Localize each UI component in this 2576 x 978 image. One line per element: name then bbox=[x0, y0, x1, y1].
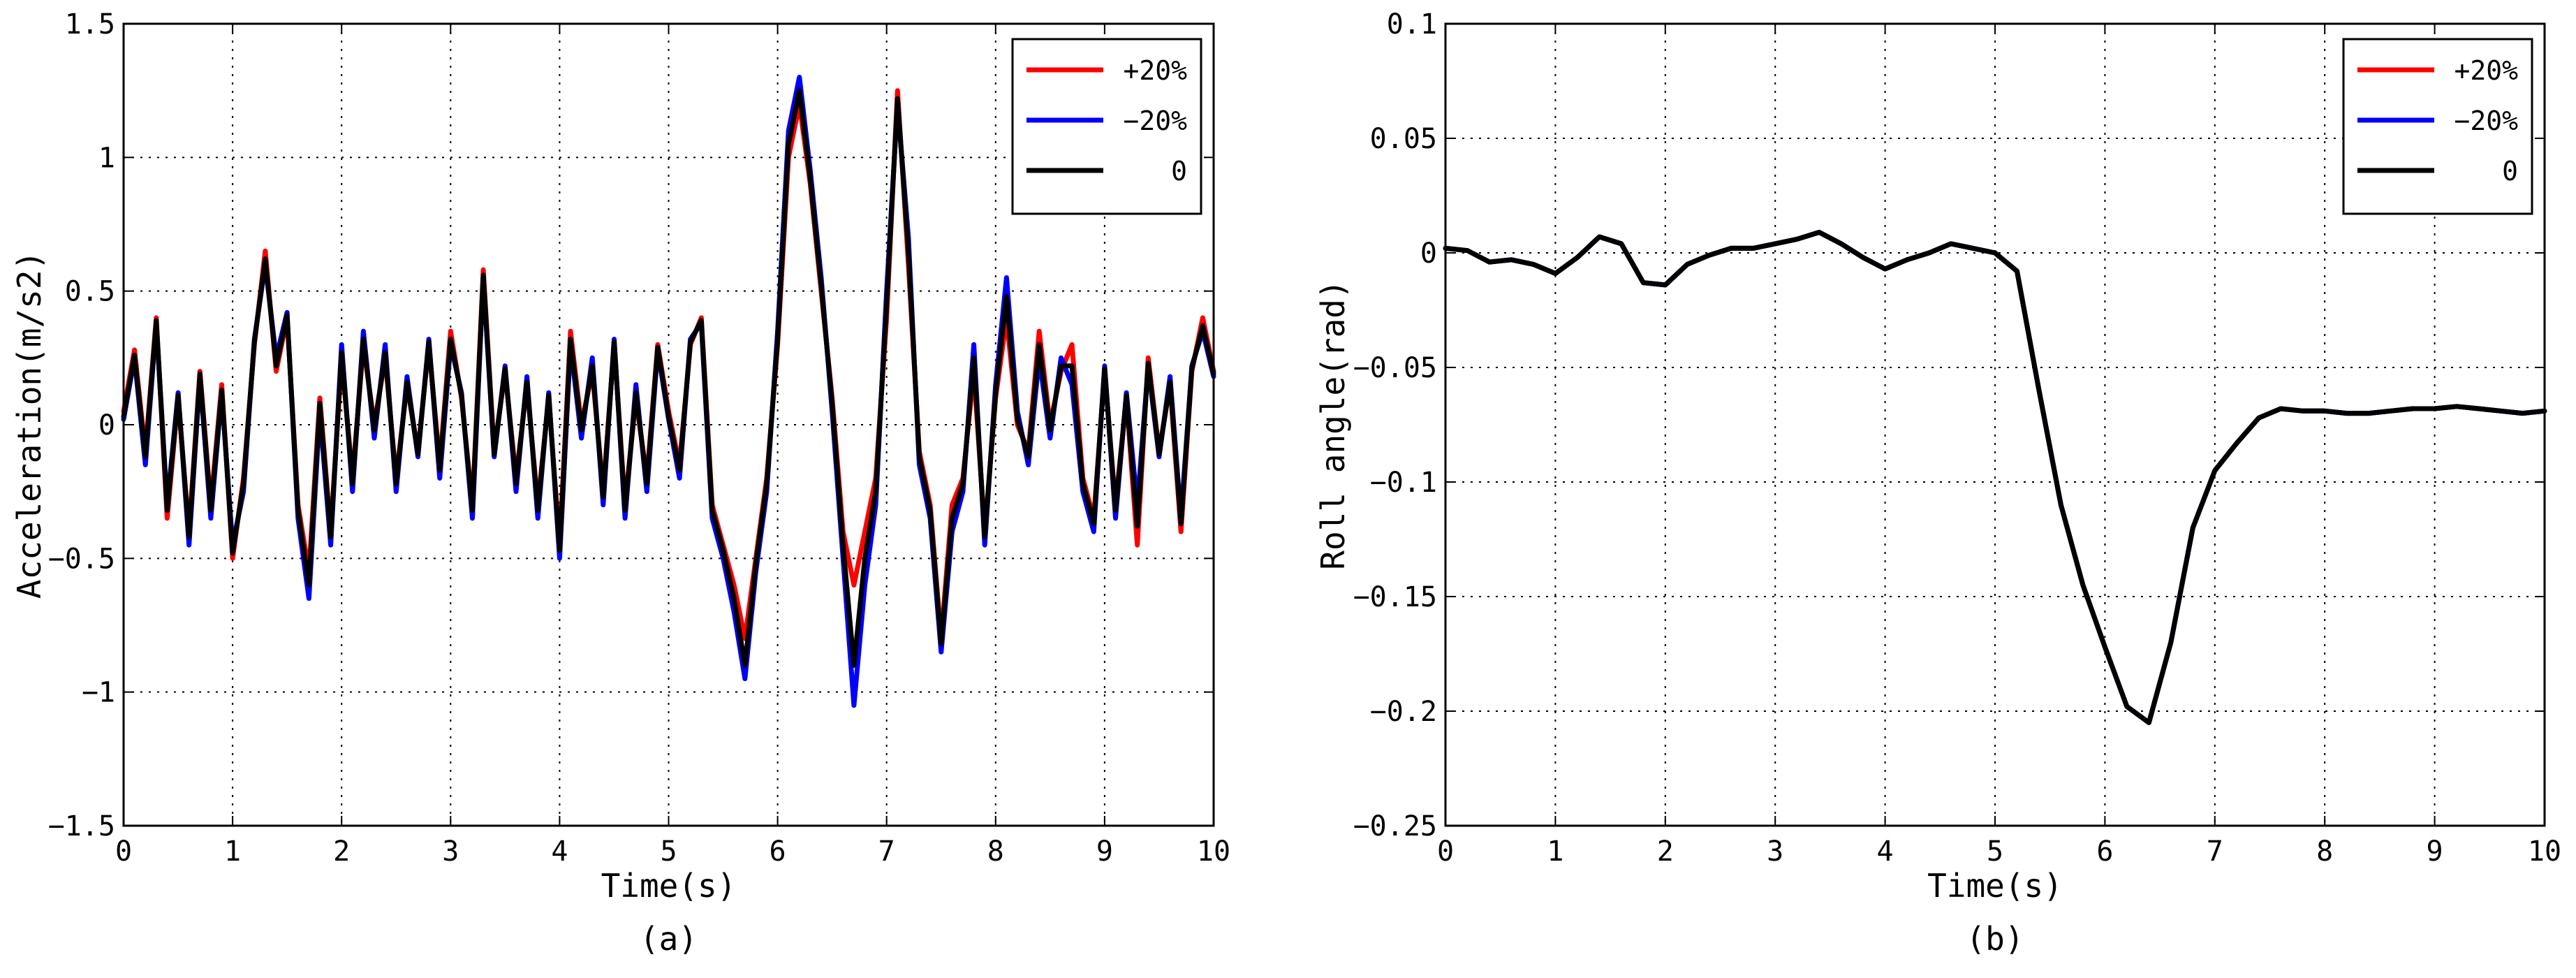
legend-label: 0 bbox=[1171, 156, 1187, 187]
x-tick-label: 10 bbox=[1197, 835, 1230, 868]
x-tick-label: 3 bbox=[442, 835, 459, 868]
y-tick-label: −0.05 bbox=[1353, 352, 1437, 384]
x-tick-label: 1 bbox=[224, 835, 241, 868]
x-axis-label: Time(s) bbox=[601, 867, 737, 905]
y-tick-label: 1 bbox=[98, 142, 115, 174]
legend-label: −20% bbox=[1123, 105, 1187, 136]
x-tick-label: 6 bbox=[2096, 835, 2113, 868]
x-tick-label: 7 bbox=[878, 835, 895, 868]
legend-label: +20% bbox=[2454, 55, 2518, 86]
y-tick-label: 0 bbox=[98, 409, 115, 441]
y-tick-label: −0.2 bbox=[1370, 696, 1437, 728]
y-tick-label: −0.5 bbox=[48, 543, 115, 575]
x-tick-label: 1 bbox=[1547, 835, 1563, 868]
series-line-2 bbox=[121, 88, 1216, 668]
chart-roll-angle: 0 1 2 3 4 5 6 7 8 9 10 −0.25 −0.2 −0.15 −0.1 −0.05 0 0.05… bbox=[1314, 8, 2561, 958]
x-tick-label: 8 bbox=[987, 835, 1004, 868]
legend-label: 0 bbox=[2502, 156, 2518, 187]
y-tick-label: −0.15 bbox=[1353, 581, 1437, 613]
chart-caption: (a) bbox=[640, 920, 698, 958]
legend-label: −20% bbox=[2454, 105, 2518, 136]
x-tick-label: 3 bbox=[1767, 835, 1783, 868]
y-tick-label: 0 bbox=[1420, 238, 1437, 270]
chart-acceleration: 0 1 2 3 4 5 6 7 8 9 10 −1.5 −1 −0.5 0 0.5 1 1.5 Time(s) Acc… bbox=[10, 8, 1230, 958]
x-tick-label: 2 bbox=[1657, 835, 1674, 868]
y-tick-label: 0.5 bbox=[65, 276, 115, 308]
x-tick-label: 8 bbox=[2316, 835, 2333, 868]
y-axis-label: Acceleration(m/s2) bbox=[10, 251, 48, 599]
y-tick-label: −0.25 bbox=[1353, 810, 1437, 842]
x-axis-label: Time(s) bbox=[1927, 867, 2063, 905]
x-tick-label: 9 bbox=[2427, 835, 2443, 868]
legend-label: +20% bbox=[1123, 55, 1187, 86]
x-tick-label: 9 bbox=[1096, 835, 1113, 868]
y-tick-label: 1.5 bbox=[65, 8, 115, 41]
x-tick-label: 2 bbox=[333, 835, 350, 868]
x-tick-label: 0 bbox=[1437, 835, 1454, 868]
x-tick-label: 4 bbox=[1877, 835, 1894, 868]
x-tick-label: 4 bbox=[551, 835, 568, 868]
y-tick-label: −1.5 bbox=[48, 810, 115, 842]
x-tick-label: 0 bbox=[115, 835, 132, 868]
x-tick-label: 6 bbox=[770, 835, 786, 868]
y-tick-label: 0.05 bbox=[1370, 123, 1437, 155]
series-line-2 bbox=[1443, 230, 2547, 725]
y-tick-label: −0.1 bbox=[1370, 467, 1437, 499]
chart-caption: (b) bbox=[1966, 920, 2024, 958]
x-tick-label: 5 bbox=[1987, 835, 2003, 868]
x-tick-label: 10 bbox=[2528, 835, 2561, 868]
y-tick-label: −1 bbox=[82, 677, 115, 709]
y-axis-label: Roll angle(rad) bbox=[1314, 279, 1352, 569]
x-tick-label: 5 bbox=[660, 835, 677, 868]
y-tick-label: 0.1 bbox=[1387, 8, 1437, 41]
x-tick-label: 7 bbox=[2207, 835, 2223, 868]
